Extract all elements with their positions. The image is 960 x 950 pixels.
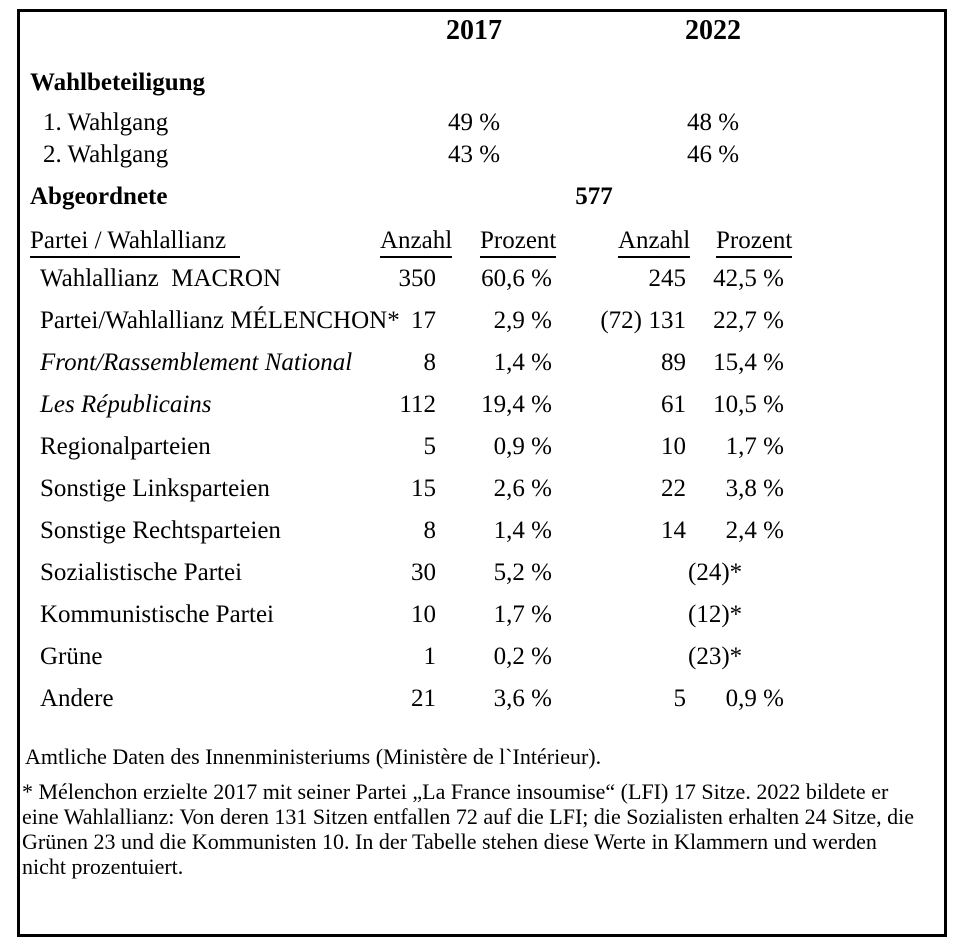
party-label: Kommunistische Partei bbox=[40, 601, 274, 628]
party-table-header-label: Partei / Wahlallianz bbox=[30, 227, 241, 258]
footnote-line: nicht prozentuiert. bbox=[22, 854, 184, 879]
anzahl-2022-value: 61 bbox=[661, 391, 686, 418]
header-anzahl-2022-text: Anzahl bbox=[618, 227, 691, 258]
anzahl-2022-value: 10 bbox=[661, 433, 686, 460]
prozent-2022-value: 1,7 % bbox=[725, 433, 784, 460]
bracket-2022-value: (12)* bbox=[688, 601, 743, 628]
prozent-2017-value: 2,6 % bbox=[493, 475, 552, 502]
prozent-2017-value: 0,2 % bbox=[493, 643, 552, 670]
prozent-2022-value: 2,4 % bbox=[725, 517, 784, 544]
anzahl-2017-value: 21 bbox=[411, 685, 436, 712]
party-label: Les Républicains bbox=[40, 391, 212, 418]
turnout-row-2-2017: 43 % bbox=[447, 141, 501, 168]
header-prozent-2022-text: Prozent bbox=[716, 227, 793, 258]
turnout-row-1-label: 1. Wahlgang bbox=[43, 109, 169, 136]
party-table-header-label-text: Partei / Wahlallianz bbox=[30, 227, 241, 258]
prozent-2022-value: 42,5 % bbox=[713, 265, 784, 292]
party-label: Andere bbox=[40, 685, 114, 712]
party-label: Grüne bbox=[40, 643, 103, 670]
anzahl-2017-value: 350 bbox=[398, 265, 437, 292]
party-label: Sonstige Linksparteien bbox=[40, 475, 270, 502]
anzahl-2022-value: 22 bbox=[661, 475, 686, 502]
prozent-2017-value: 60,6 % bbox=[481, 265, 552, 292]
party-label: Wahlallianz MACRON bbox=[40, 265, 282, 292]
prozent-2022-value: 10,5 % bbox=[713, 391, 784, 418]
header-anzahl-2017: Anzahl bbox=[380, 227, 453, 258]
turnout-row-1-2017: 49 % bbox=[447, 109, 501, 136]
anzahl-2017-value: 5 bbox=[423, 433, 437, 460]
footnote-line: eine Wahlallianz: Von deren 131 Sitzen e… bbox=[22, 804, 915, 829]
anzahl-2017-value: 15 bbox=[411, 475, 436, 502]
prozent-2022-value: 0,9 % bbox=[725, 685, 784, 712]
anzahl-2022-value: 245 bbox=[648, 265, 687, 292]
party-label: Sonstige Rechtsparteien bbox=[40, 517, 281, 544]
prozent-2022-value: 15,4 % bbox=[713, 349, 784, 376]
prozent-2017-value: 1,7 % bbox=[493, 601, 552, 628]
footnote-line: * Mélenchon erzielte 2017 mit seiner Par… bbox=[22, 779, 889, 804]
bracket-2022-value: (23)* bbox=[688, 643, 743, 670]
header-anzahl-2017-text: Anzahl bbox=[380, 227, 453, 258]
anzahl-2017-value: 1 bbox=[423, 643, 437, 670]
anzahl-2022-value: 131 bbox=[648, 307, 687, 334]
turnout-row-2-2022: 46 % bbox=[686, 141, 740, 168]
source-note: Amtliche Daten des Innenministeriums (Mi… bbox=[25, 744, 602, 769]
header-prozent-2022: Prozent bbox=[716, 227, 793, 258]
prozent-2017-value: 3,6 % bbox=[493, 685, 552, 712]
header-prozent-2017: Prozent bbox=[480, 227, 557, 258]
anzahl-2022-value: 14 bbox=[661, 517, 686, 544]
lfi-seats-in-brackets: (72) bbox=[600, 307, 642, 334]
anzahl-2017-value: 10 bbox=[411, 601, 436, 628]
turnout-row-1-2022: 48 % bbox=[686, 109, 740, 136]
anzahl-2022-value: 89 bbox=[661, 349, 686, 376]
prozent-2017-value: 2,9 % bbox=[493, 307, 552, 334]
footnote: * Mélenchon erzielte 2017 mit seiner Par… bbox=[22, 779, 947, 879]
prozent-2017-value: 0,9 % bbox=[493, 433, 552, 460]
anzahl-2017-value: 112 bbox=[399, 391, 436, 418]
anzahl-2017-value: 30 bbox=[411, 559, 436, 586]
col-header-2022: 2022 bbox=[685, 15, 741, 46]
anzahl-2017-value: 8 bbox=[423, 517, 437, 544]
bracket-2022-value: (24)* bbox=[688, 559, 743, 586]
prozent-2017-value: 1,4 % bbox=[493, 517, 552, 544]
header-prozent-2017-text: Prozent bbox=[480, 227, 557, 258]
col-header-2017: 2017 bbox=[446, 15, 502, 46]
footnote-line: Grünen 23 und die Kommunisten 10. In der… bbox=[22, 829, 877, 854]
table-border bbox=[17, 9, 947, 937]
party-label: Front/Rassemblement National bbox=[40, 349, 353, 376]
party-label: Partei/Wahlallianz MÉLENCHON* bbox=[40, 307, 400, 334]
prozent-2017-value: 1,4 % bbox=[493, 349, 552, 376]
anzahl-2017-value: 17 bbox=[411, 307, 436, 334]
prozent-2017-value: 19,4 % bbox=[481, 391, 552, 418]
header-anzahl-2022: Anzahl bbox=[618, 227, 691, 258]
prozent-2022-value: 3,8 % bbox=[725, 475, 784, 502]
abgeordnete-total: 577 bbox=[575, 183, 613, 210]
prozent-2017-value: 5,2 % bbox=[493, 559, 552, 586]
prozent-2022-value: 22,7 % bbox=[713, 307, 784, 334]
turnout-row-2-label: 2. Wahlgang bbox=[43, 141, 169, 168]
party-label: Regionalparteien bbox=[40, 433, 211, 460]
section-wahlbeteiligung: Wahlbeteiligung bbox=[30, 69, 206, 96]
section-abgeordnete: Abgeordnete bbox=[30, 183, 168, 210]
party-label: Sozialistische Partei bbox=[40, 559, 243, 586]
anzahl-2017-value: 8 bbox=[423, 349, 437, 376]
anzahl-2022-value: 5 bbox=[673, 685, 687, 712]
